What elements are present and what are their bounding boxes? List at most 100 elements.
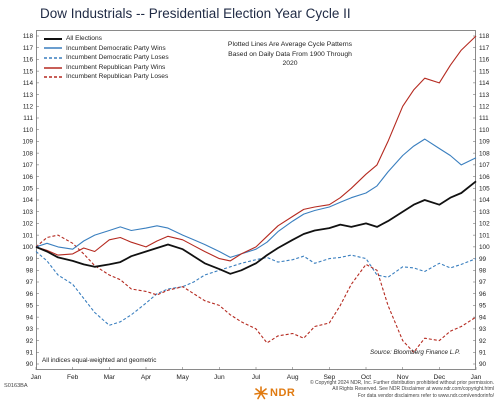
ndr-logo: NDR (254, 386, 295, 400)
series-line-incumbent-republican-party-loses (35, 234, 477, 353)
y-tick-label-right: 92 (479, 338, 487, 345)
y-tick-label-left: 112 (23, 103, 34, 110)
x-tick-label: Sep (323, 374, 335, 381)
y-tick-label-right: 116 (479, 57, 490, 64)
footer-line: For data vendor disclaimers refer to www… (357, 392, 494, 399)
y-tick-label-left: 105 (22, 185, 33, 192)
legend-label: Incumbent Democratic Party Wins (66, 44, 166, 52)
legend-label: Incumbent Republican Party Wins (66, 63, 166, 71)
y-tick-label-left: 111 (23, 115, 33, 122)
y-tick-label-left: 95 (26, 303, 34, 310)
y-tick-label-left: 94 (26, 314, 34, 321)
legend-swatch (44, 66, 62, 69)
y-tick-label-right: 97 (479, 279, 487, 286)
methodology-note: All indices equal-weighted and geometric (42, 357, 157, 364)
x-tick-label: Feb (67, 374, 79, 381)
y-tick-label-left: 102 (22, 221, 33, 228)
y-tick-label-right: 102 (479, 221, 490, 228)
y-tick-label-right: 91 (479, 349, 487, 356)
x-tick-label: Jan (471, 374, 482, 381)
series-line-incumbent-democratic-party-loses (35, 251, 477, 326)
x-tick-label: Oct (361, 374, 371, 381)
legend-label: Incumbent Democratic Party Loses (66, 54, 169, 62)
legend-swatch (44, 47, 62, 50)
y-tick-label-right: 98 (479, 267, 487, 274)
y-tick-label-right: 113 (479, 92, 490, 99)
legend-swatch (44, 57, 62, 59)
y-tick-label-right: 100 (479, 244, 490, 251)
x-tick-label: Jun (214, 374, 225, 381)
y-tick-label-left: 103 (22, 209, 33, 216)
y-tick-label-right: 109 (479, 139, 490, 146)
legend-item: Incumbent Republican Party Loses (44, 72, 169, 82)
y-tick-label-right: 114 (479, 80, 490, 87)
legend-swatch (44, 76, 62, 78)
y-tick-label-right: 101 (479, 232, 490, 239)
ndr-sunburst-logo-icon (254, 386, 268, 400)
y-tick-label-right: 104 (479, 197, 490, 204)
y-tick-label-right: 108 (479, 150, 490, 157)
legend-label: Incumbent Republican Party Loses (66, 73, 169, 81)
y-tick-label-right: 115 (479, 68, 490, 75)
y-tick-label-left: 110 (23, 127, 34, 134)
y-tick-label-left: 101 (22, 232, 33, 239)
legend-item: Incumbent Democratic Party Loses (44, 53, 169, 63)
y-tick-label-right: 107 (479, 162, 490, 169)
y-tick-label-left: 115 (23, 68, 34, 75)
x-tick-label: Aug (287, 374, 299, 381)
x-tick-label: Nov (397, 374, 409, 381)
y-tick-label-right: 106 (479, 174, 490, 181)
source-note: Source: Bloomberg Finance L.P. (370, 349, 461, 356)
legend-swatch (44, 37, 62, 40)
logo-text: NDR (270, 387, 296, 399)
legend-label: All Elections (66, 35, 102, 42)
y-tick-label-left: 91 (26, 349, 34, 356)
legend-item: Incumbent Republican Party Wins (44, 63, 169, 73)
y-tick-label-right: 90 (479, 361, 487, 368)
annotation-line: Plotted Lines Are Average Cycle Patterns (227, 41, 353, 48)
y-tick-label-right: 103 (479, 209, 490, 216)
y-tick-label-right: 96 (479, 291, 487, 298)
y-tick-label-right: 99 (479, 256, 487, 263)
legend-item: All Elections (44, 34, 169, 44)
y-tick-label-right: 105 (479, 185, 490, 192)
y-tick-label-left: 114 (23, 80, 34, 87)
y-tick-label-left: 93 (26, 326, 34, 333)
x-tick-label: Mar (104, 374, 116, 381)
y-tick-label-right: 93 (479, 326, 487, 333)
series-line-incumbent-republican-party-wins (35, 35, 477, 262)
y-tick-label-left: 92 (26, 338, 34, 345)
y-tick-label-right: 111 (479, 115, 489, 122)
legend-item: Incumbent Democratic Party Wins (44, 44, 169, 54)
y-tick-label-left: 116 (23, 57, 34, 64)
y-tick-label-right: 118 (479, 33, 490, 40)
chart-title: Dow Industrials -- Presidential Election… (40, 6, 351, 21)
y-tick-label-right: 112 (479, 103, 490, 110)
y-tick-label-left: 104 (22, 197, 33, 204)
x-tick-label: Apr (141, 374, 152, 381)
y-tick-label-right: 110 (479, 127, 490, 134)
copyright-footer: © Copyright 2024 NDR, Inc. Further distr… (296, 380, 494, 399)
x-tick-label: Jul (252, 374, 261, 381)
y-tick-label-left: 98 (26, 267, 34, 274)
x-tick-label: Dec (433, 374, 445, 381)
annotation-line: Based on Daily Data From 1900 Through 20… (228, 51, 352, 67)
y-tick-label-left: 113 (23, 92, 34, 99)
footer-line: © Copyright 2024 NDR, Inc. Further distr… (309, 380, 494, 386)
x-tick-label: Jan (31, 374, 42, 381)
y-tick-label-right: 117 (479, 45, 490, 52)
chart-code: S0163BA (4, 383, 28, 389)
y-tick-label-left: 107 (22, 162, 33, 169)
y-tick-label-left: 109 (22, 139, 33, 146)
chart-legend: All Elections Incumbent Democratic Party… (44, 34, 169, 82)
series-line-incumbent-democratic-party-wins (35, 138, 477, 258)
y-tick-label-left: 108 (22, 150, 33, 157)
y-tick-label-left: 99 (26, 256, 34, 263)
y-tick-label-left: 90 (26, 361, 34, 368)
y-tick-label-left: 106 (22, 174, 33, 181)
y-tick-label-left: 97 (26, 279, 34, 286)
y-tick-label-right: 95 (479, 303, 487, 310)
footer-line: All Rights Reserved. See NDR Disclaimer … (332, 386, 494, 393)
y-tick-label-left: 117 (23, 45, 34, 52)
